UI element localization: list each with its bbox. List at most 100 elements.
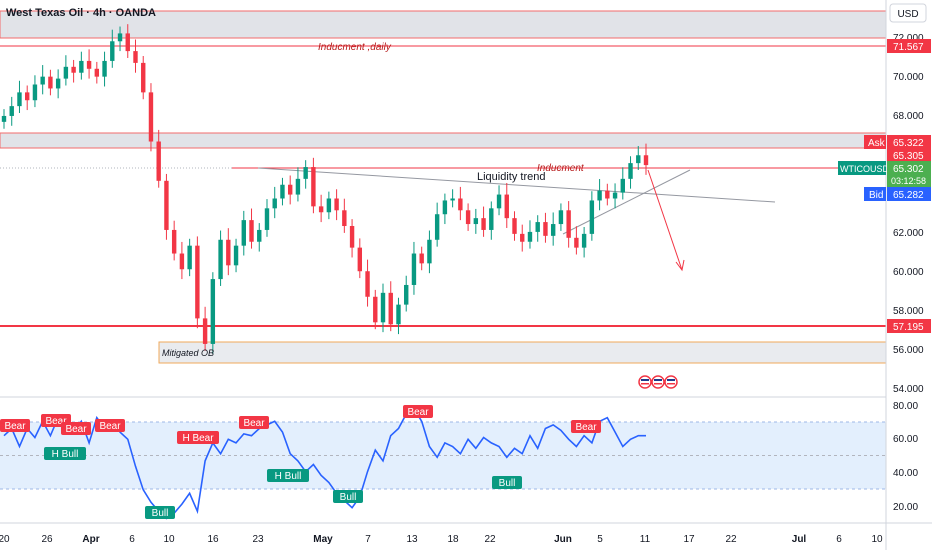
chart-title: West Texas Oil · 4h · OANDA: [6, 7, 156, 19]
divergence-label: Bull: [333, 490, 363, 503]
us-flag-icon[interactable]: [651, 375, 665, 389]
divergence-label: Bull: [145, 506, 175, 519]
svg-text:60.000: 60.000: [893, 267, 924, 278]
candle: [311, 157, 316, 214]
candle: [48, 69, 53, 96]
svg-text:Bear: Bear: [243, 418, 265, 429]
svg-text:56.000: 56.000: [893, 345, 924, 356]
svg-text:Bear: Bear: [407, 407, 429, 418]
svg-text:H Bear: H Bear: [182, 433, 214, 444]
candle: [512, 211, 517, 241]
candle: [71, 59, 76, 83]
svg-text:60.00: 60.00: [893, 434, 918, 445]
time-axis-ticks: 20 26 Apr 6 10 16 23 May 7 13 18 22 Jun …: [0, 534, 883, 545]
candle: [226, 228, 231, 276]
divergence-label: Bear: [61, 422, 91, 435]
currency-button[interactable]: USD: [889, 3, 927, 23]
candle: [241, 210, 246, 256]
candle: [620, 167, 625, 200]
candle: [233, 238, 239, 273]
candle: [535, 215, 540, 242]
candle: [110, 29, 115, 68]
candle: [25, 85, 30, 111]
candle: [357, 238, 363, 279]
svg-text:65.305: 65.305: [893, 151, 924, 162]
svg-text:54.000: 54.000: [893, 384, 924, 395]
svg-text:H Bull: H Bull: [52, 449, 79, 460]
svg-text:16: 16: [207, 534, 219, 545]
candle: [574, 226, 579, 255]
candle: [55, 69, 61, 99]
candle: [156, 129, 161, 188]
liquidity-trend-label: Liquidity trend: [477, 171, 546, 183]
economic-events-icons[interactable]: [638, 375, 678, 389]
supply-zone-middle: [0, 132, 887, 149]
liquidity-trend-line: [257, 167, 776, 203]
svg-text:03:12:58: 03:12:58: [891, 176, 926, 186]
candle: [550, 212, 556, 246]
svg-text:Bull: Bull: [340, 492, 357, 503]
candle: [264, 199, 270, 237]
us-flag-icon[interactable]: [638, 375, 652, 389]
svg-text:11: 11: [640, 534, 651, 545]
svg-text:72.000: 72.000: [893, 33, 924, 44]
svg-text:22: 22: [725, 534, 737, 545]
candle: [171, 220, 177, 261]
candle: [210, 272, 216, 354]
svg-text:20: 20: [0, 534, 10, 545]
candle: [450, 189, 455, 208]
candle: [473, 208, 479, 234]
svg-text:Bear: Bear: [45, 416, 67, 427]
svg-text:71.567: 71.567: [893, 42, 924, 53]
candle: [636, 146, 641, 171]
divergence-label: H Bear: [177, 431, 219, 444]
divergence-label: H Bull: [44, 447, 86, 460]
candle: [179, 241, 185, 280]
candle: [117, 26, 123, 52]
candle: [643, 143, 649, 175]
mitigated-ob-zone: [158, 341, 887, 364]
candle: [94, 61, 100, 84]
svg-text:5: 5: [597, 534, 603, 545]
svg-text:23: 23: [252, 534, 264, 545]
candle: [272, 186, 277, 219]
candle: [17, 80, 22, 114]
candle: [1, 109, 7, 129]
projection-arrow: [647, 169, 685, 272]
candle: [520, 224, 525, 252]
svg-text:Bull: Bull: [152, 508, 169, 519]
candle: [481, 206, 486, 237]
candle: [527, 220, 533, 249]
candle: [318, 194, 324, 223]
symbol-badge: WTICOUSD 65.302 03:12:58: [838, 161, 931, 187]
candle: [133, 39, 138, 73]
candle: [257, 223, 262, 252]
svg-text:Bid: Bid: [869, 190, 883, 201]
inducement-daily-badge: 71.567: [887, 39, 931, 53]
candle: [141, 56, 146, 100]
candle: [187, 238, 192, 277]
candle: [148, 83, 154, 152]
svg-text:22: 22: [484, 534, 496, 545]
candle: [164, 173, 169, 240]
svg-text:7: 7: [365, 534, 371, 545]
svg-text:10: 10: [871, 534, 883, 545]
ask-badge: Ask 65.322: [864, 135, 931, 149]
candle: [195, 236, 200, 329]
candle: [287, 175, 293, 205]
divergence-label: Bear: [239, 416, 269, 429]
rsi-axis-ticks: 80.00 60.00 40.00 20.00: [893, 401, 918, 513]
divergence-label: Bear: [571, 420, 601, 433]
candle: [218, 230, 223, 286]
divergence-label: Bear: [95, 419, 125, 432]
svg-text:20.00: 20.00: [893, 502, 918, 513]
candle: [125, 24, 130, 58]
candle: [249, 208, 254, 249]
svg-text:H Bull: H Bull: [275, 471, 302, 482]
svg-text:Ask: Ask: [868, 138, 886, 149]
rising-trend-line: [562, 169, 691, 235]
us-flag-icon[interactable]: [664, 375, 678, 389]
svg-text:65.282: 65.282: [893, 190, 924, 201]
svg-text:13: 13: [406, 534, 418, 545]
